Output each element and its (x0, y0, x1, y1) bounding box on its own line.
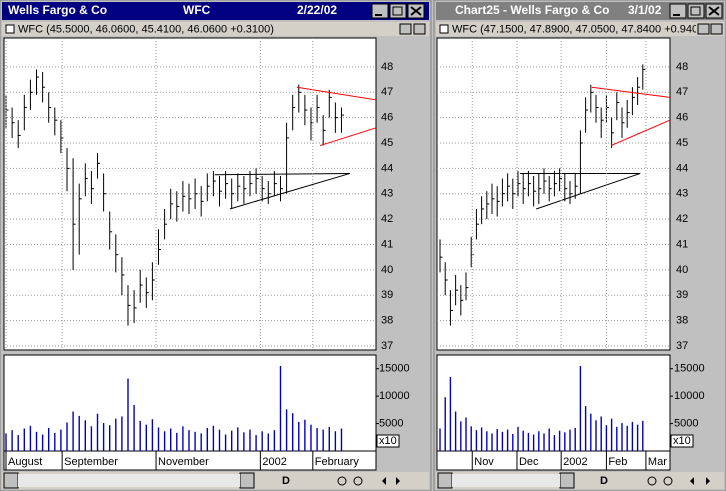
y-tick-label: 41 (381, 238, 393, 250)
y-tick-label: 45 (381, 137, 393, 149)
y-tick-label: 38 (381, 314, 393, 326)
trendline (319, 127, 376, 147)
trendline (229, 172, 351, 210)
y-tick-label: 40 (676, 264, 688, 276)
y-tick-label: 5000 (674, 417, 698, 429)
y-tick-label: 42 (676, 213, 688, 225)
y-tick-label: 10000 (379, 390, 410, 402)
multiplier-label: x10 (379, 435, 397, 447)
y-tick-label: 10000 (674, 390, 705, 402)
y-tick-label: 46 (381, 112, 393, 124)
trendline (610, 119, 670, 147)
x-tick-label: Mar (648, 456, 667, 468)
y-tick-label: 48 (381, 61, 393, 73)
window-date: 2/22/02 (297, 3, 337, 17)
x-tick-label: September (64, 456, 118, 468)
y-tick-label: 47 (381, 86, 393, 98)
y-tick-label: 40 (381, 264, 393, 276)
trendline (536, 172, 641, 210)
y-tick-label: 39 (676, 289, 688, 301)
y-tick-label: 44 (676, 162, 688, 174)
y-tick-label: 44 (381, 162, 393, 174)
window-title: Chart25 - Wells Fargo & Co (455, 3, 609, 17)
multiplier-box (376, 434, 400, 448)
y-tick-label: 39 (381, 289, 393, 301)
y-tick-label: 45 (676, 137, 688, 149)
window-buttons[interactable] (371, 3, 425, 19)
y-tick-label: 43 (676, 188, 688, 200)
y-tick-label: 46 (676, 112, 688, 124)
price-bars (439, 64, 670, 326)
trendline (591, 86, 670, 98)
window-left: Wells Fargo & Co WFC 2/22/02 WFC (45.500… (0, 0, 432, 491)
trendline (296, 86, 376, 101)
y-tick-label: 37 (676, 340, 688, 352)
x-tick-label: 2002 (262, 456, 286, 468)
x-tick-label: February (315, 456, 360, 468)
trendline (214, 172, 351, 176)
y-tick-label: 15000 (379, 363, 410, 375)
y-tick-label: 47 (676, 86, 688, 98)
price-bars (5, 69, 376, 326)
y-tick-label: 5000 (379, 417, 403, 429)
x-tick-label: August (8, 456, 42, 468)
y-tick-label: 42 (381, 213, 393, 225)
x-tick-label: Dec (519, 456, 539, 468)
multiplier-box (670, 434, 694, 448)
y-tick-label: 37 (381, 340, 393, 352)
x-tick-label: Nov (474, 456, 494, 468)
window-date: 3/1/02 (628, 3, 662, 17)
y-tick-label: 48 (676, 61, 688, 73)
x-tick-label: November (158, 456, 209, 468)
y-tick-label: 41 (676, 238, 688, 250)
y-tick-label: 38 (676, 314, 688, 326)
x-tick-label: 2002 (563, 456, 587, 468)
scroll-letter[interactable]: D (600, 475, 608, 487)
quote-info: WFC (45.5000, 46.0600, 45.4100, 46.0600 … (18, 23, 274, 35)
y-tick-label: 43 (381, 188, 393, 200)
x-tick-label: Feb (608, 456, 627, 468)
window-title: Wells Fargo & Co (8, 3, 107, 17)
window-symbol: WFC (183, 3, 211, 17)
quote-info: WFC (47.1500, 47.8900, 47.0500, 47.8400 … (452, 23, 698, 35)
y-tick-label: 15000 (674, 363, 705, 375)
info-clip: WFC (47.1500, 47.8900, 47.0500, 47.8400 … (439, 23, 698, 35)
window-buttons[interactable] (669, 3, 723, 19)
scroll-letter[interactable]: D (282, 475, 290, 487)
multiplier-label: x10 (673, 435, 691, 447)
